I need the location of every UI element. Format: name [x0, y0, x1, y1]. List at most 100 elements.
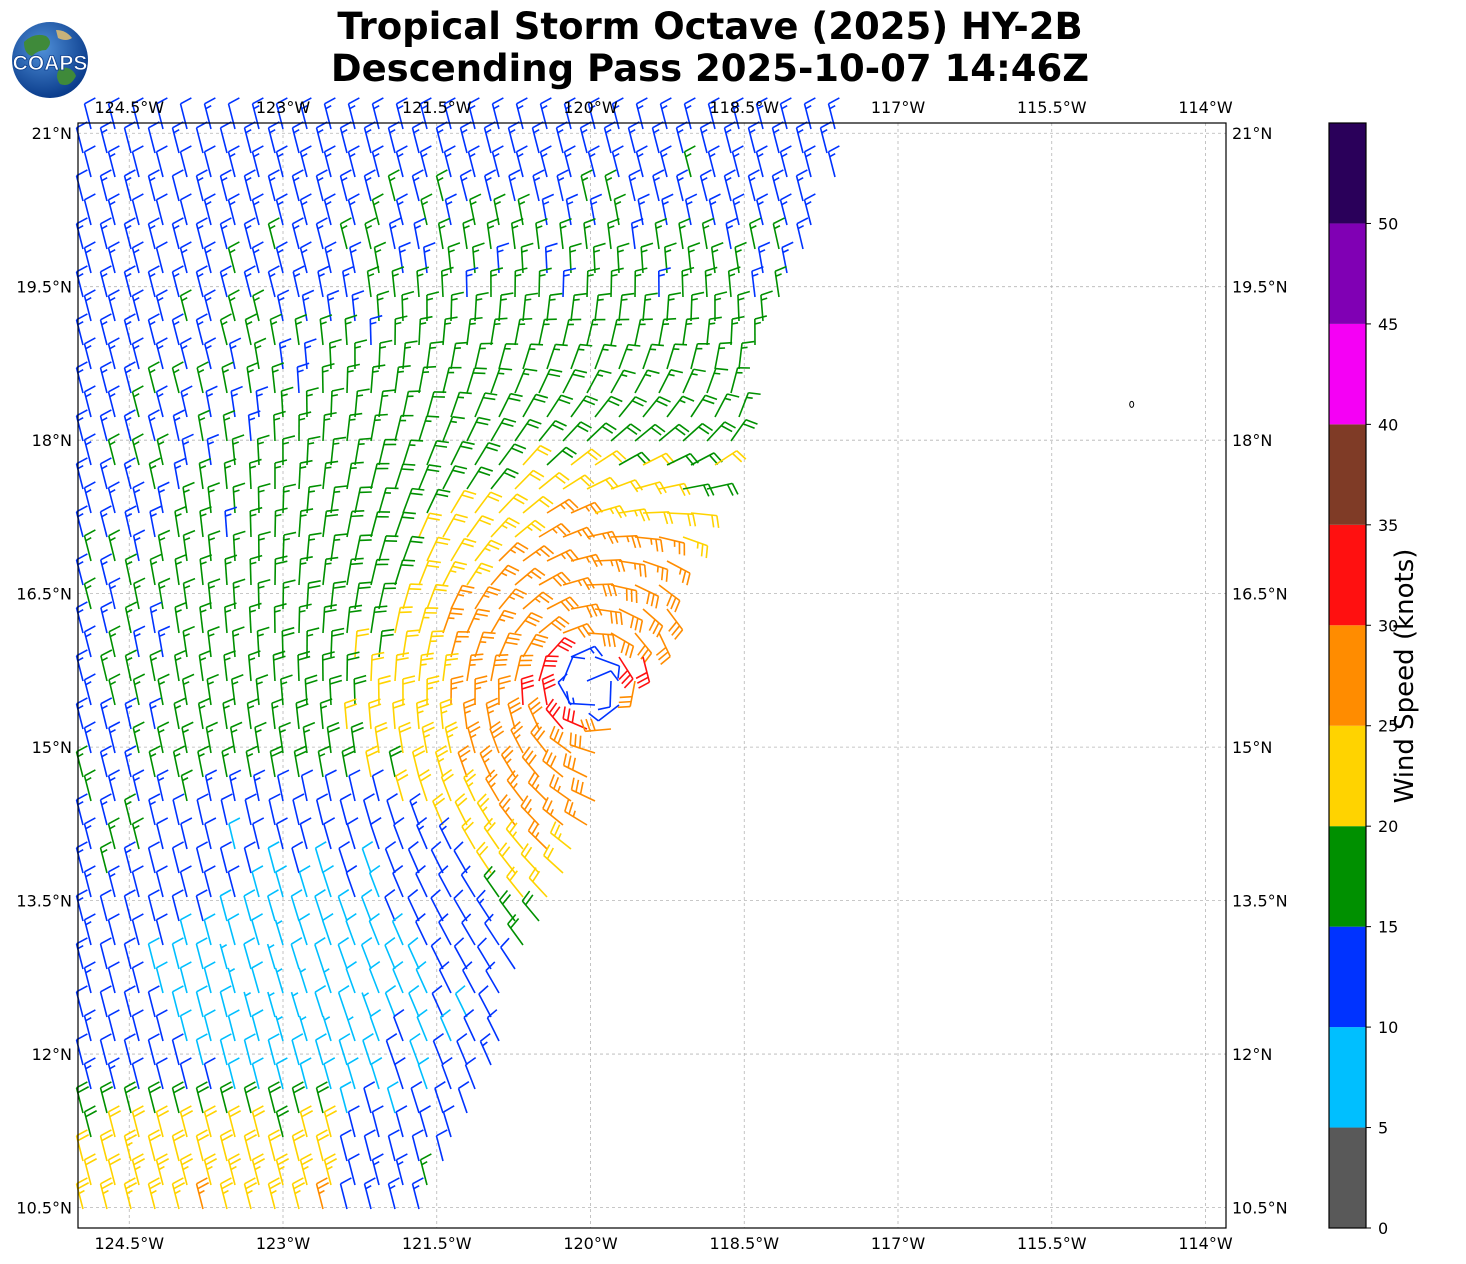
wind-barb — [407, 889, 420, 922]
wind-barb — [203, 1105, 218, 1138]
wind-barb — [180, 769, 193, 802]
wind-barb — [227, 865, 240, 898]
wind-barb — [466, 608, 490, 634]
wind-barb — [278, 721, 291, 754]
wind-barb — [460, 865, 476, 898]
wind-barb — [228, 337, 242, 370]
wind-barb — [416, 816, 428, 850]
wind-barb — [642, 343, 664, 370]
wind-barb — [634, 632, 653, 664]
wind-barb — [642, 452, 675, 466]
wind-barb — [131, 97, 144, 130]
svg-text:COAPS: COAPS — [13, 52, 88, 75]
wind-barb — [395, 1105, 408, 1138]
wind-barb — [426, 391, 447, 418]
wind-barb — [505, 818, 524, 850]
wind-barb — [394, 652, 410, 682]
wind-barb — [347, 1105, 360, 1138]
wind-barb — [559, 218, 572, 250]
wind-barb — [539, 97, 552, 130]
wind-barb — [522, 545, 555, 562]
wind-barb — [302, 721, 316, 754]
wind-barb — [227, 145, 240, 178]
wind-barb — [474, 631, 496, 658]
wind-barb — [171, 889, 184, 922]
wind-barb — [395, 769, 409, 802]
wind-barb — [464, 1056, 477, 1090]
wind-barb — [546, 292, 563, 322]
wind-barb — [618, 292, 635, 322]
wind-barb — [690, 512, 720, 528]
colorbar-tick-label: 10 — [1378, 1018, 1398, 1037]
wind-barb — [255, 674, 269, 706]
wind-barb — [363, 169, 376, 202]
wind-barb — [570, 603, 603, 618]
wind-barb — [252, 817, 265, 850]
wind-barb — [83, 577, 96, 610]
wind-barb — [474, 586, 501, 610]
wind-barb — [508, 169, 521, 202]
wind-barb — [107, 241, 120, 274]
wind-barb — [442, 652, 459, 682]
wind-barb — [732, 193, 745, 226]
wind-barb — [354, 486, 373, 514]
wind-barb — [587, 145, 600, 178]
wind-barb — [131, 385, 144, 418]
wind-barb — [131, 337, 144, 370]
wind-barb — [483, 817, 500, 850]
wind-barb — [426, 630, 445, 658]
wind-barb — [341, 745, 355, 778]
lat-tick-label-right: 18°N — [1232, 431, 1272, 450]
wind-barb — [394, 414, 414, 442]
wind-barb — [507, 697, 522, 730]
wind-barb — [467, 97, 480, 130]
wind-barb — [610, 423, 642, 442]
wind-barb — [527, 771, 548, 802]
wind-barb — [147, 121, 160, 154]
wind-barb — [99, 937, 112, 970]
wind-barb — [172, 745, 186, 778]
wind-barb — [683, 145, 696, 178]
wind-barb — [269, 745, 283, 778]
wind-barb — [147, 1177, 162, 1210]
wind-barb — [346, 817, 359, 850]
wind-barb — [155, 865, 168, 898]
wind-barb — [83, 433, 96, 466]
wind-barb — [507, 913, 524, 946]
wind-barb — [617, 680, 636, 709]
wind-barb — [267, 1177, 282, 1210]
wind-barb — [514, 567, 546, 586]
wind-barb — [682, 368, 706, 394]
wind-barb — [774, 265, 787, 298]
wind-barb — [498, 890, 516, 922]
wind-barb — [658, 317, 677, 346]
wind-barb — [568, 242, 582, 274]
wind-barb — [251, 865, 264, 898]
wind-barb — [133, 577, 146, 610]
wind-barb — [293, 745, 307, 778]
wind-barb — [618, 451, 651, 466]
wind-barb — [245, 745, 258, 778]
wind-barb — [394, 463, 416, 490]
wind-barb — [461, 913, 476, 946]
wind-barb — [459, 121, 472, 154]
wind-barb — [610, 318, 630, 346]
wind-barb — [635, 656, 651, 689]
wind-barb — [147, 841, 160, 874]
wind-barb — [123, 841, 136, 874]
wind-barb — [243, 1033, 256, 1066]
wind-barb — [123, 1129, 138, 1162]
wind-barb — [171, 313, 184, 346]
wind-barb — [228, 817, 241, 850]
wind-barb — [731, 97, 744, 130]
wind-barb — [419, 97, 432, 130]
wind-barb — [346, 651, 360, 682]
wind-barb — [203, 865, 216, 898]
wind-barb — [562, 656, 586, 682]
wind-barb — [131, 1009, 144, 1042]
wind-barb — [155, 337, 168, 370]
wind-barb — [337, 985, 350, 1018]
wind-barb — [174, 553, 187, 586]
wind-barb — [450, 675, 464, 706]
wind-barb — [339, 1081, 352, 1114]
